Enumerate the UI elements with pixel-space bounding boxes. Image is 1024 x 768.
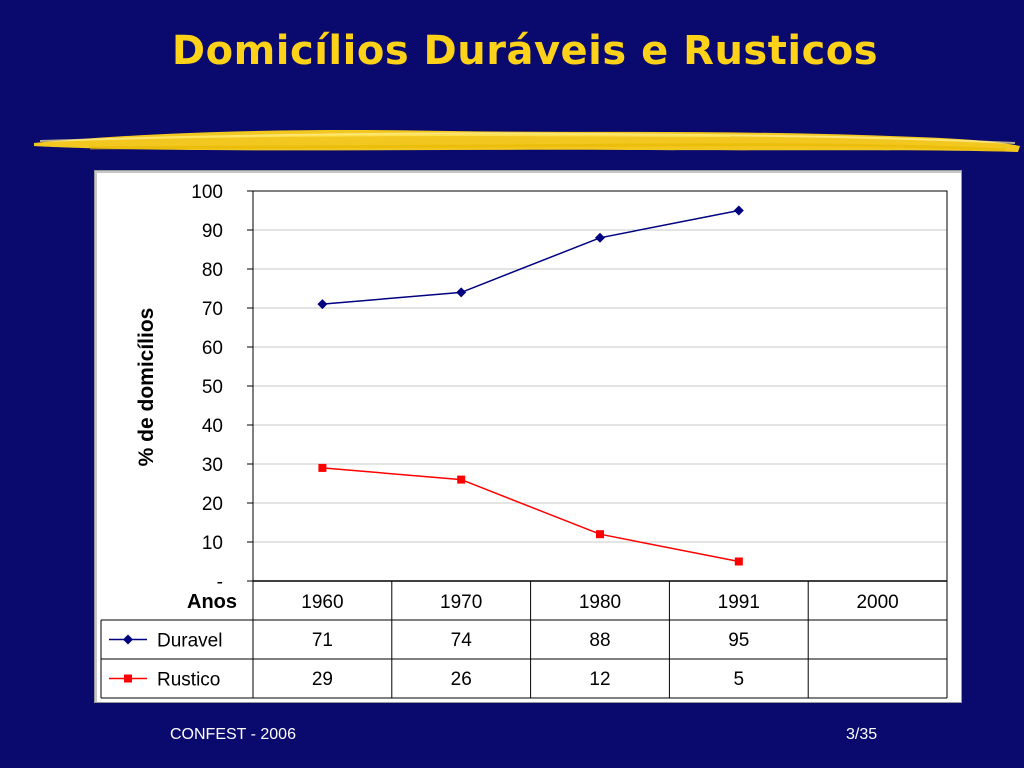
data-table-cell: 74 <box>451 630 473 651</box>
y-axis-label: % de domicílios <box>135 308 158 467</box>
y-tick-label: 90 <box>202 221 223 242</box>
data-point-duravel <box>317 299 328 310</box>
series-line-rustico <box>322 467 739 563</box>
data-table-cell: 5 <box>734 669 745 690</box>
x-axis-label: Anos <box>187 591 237 613</box>
data-point-duravel <box>733 205 744 216</box>
data-table-cell: 26 <box>451 669 472 690</box>
data-point-duravel <box>595 232 605 243</box>
x-category-label: 2000 <box>856 592 898 613</box>
legend-label: Duravel <box>157 631 222 652</box>
brush-stroke-divider <box>34 130 1020 152</box>
y-tick-label: 70 <box>202 299 223 320</box>
chart: - 10 20 30 40 50 60 70 80 90 100 % de domicílios An… <box>100 182 948 699</box>
slide-title: Domicílios Duráveis e Rusticos <box>171 28 879 74</box>
data-point-rustico <box>318 463 327 472</box>
y-tick-label: 80 <box>202 260 223 281</box>
data-point-rustico <box>734 557 743 566</box>
data-point-duravel <box>456 287 467 298</box>
data-table-cell: 95 <box>728 630 749 651</box>
data-point-rustico <box>457 475 466 484</box>
y-tick-label: 20 <box>202 494 223 515</box>
footer-page-number: 3/35 <box>846 726 878 743</box>
y-tick-label: 30 <box>202 455 223 476</box>
y-tick-label: 100 <box>191 182 223 203</box>
legend-marker-diamond <box>123 634 133 645</box>
data-table-cell: 29 <box>312 669 333 690</box>
legend-marker-square <box>124 674 132 683</box>
data-table-cell: 71 <box>312 630 333 651</box>
footer-conference: CONFEST - 2006 <box>170 726 296 743</box>
x-category-label: 1980 <box>579 592 621 613</box>
y-tick-label: - <box>217 572 223 593</box>
y-tick-label: 40 <box>202 416 223 437</box>
x-category-label: 1970 <box>440 592 482 613</box>
data-table-cell: 12 <box>589 669 610 690</box>
y-tick-label: 60 <box>202 338 223 359</box>
data-point-rustico <box>596 530 604 539</box>
y-tick-label: 50 <box>202 377 223 398</box>
data-table-cell: 88 <box>589 630 610 651</box>
x-category-label: 1960 <box>301 592 343 613</box>
chart-panel: - 10 20 30 40 50 60 70 80 90 100 % de domicílios An… <box>94 170 962 703</box>
legend-label: Rustico <box>157 670 220 691</box>
x-category-label: 1991 <box>718 592 760 613</box>
y-tick-label: 10 <box>202 533 223 554</box>
series-line-duravel <box>322 209 739 305</box>
